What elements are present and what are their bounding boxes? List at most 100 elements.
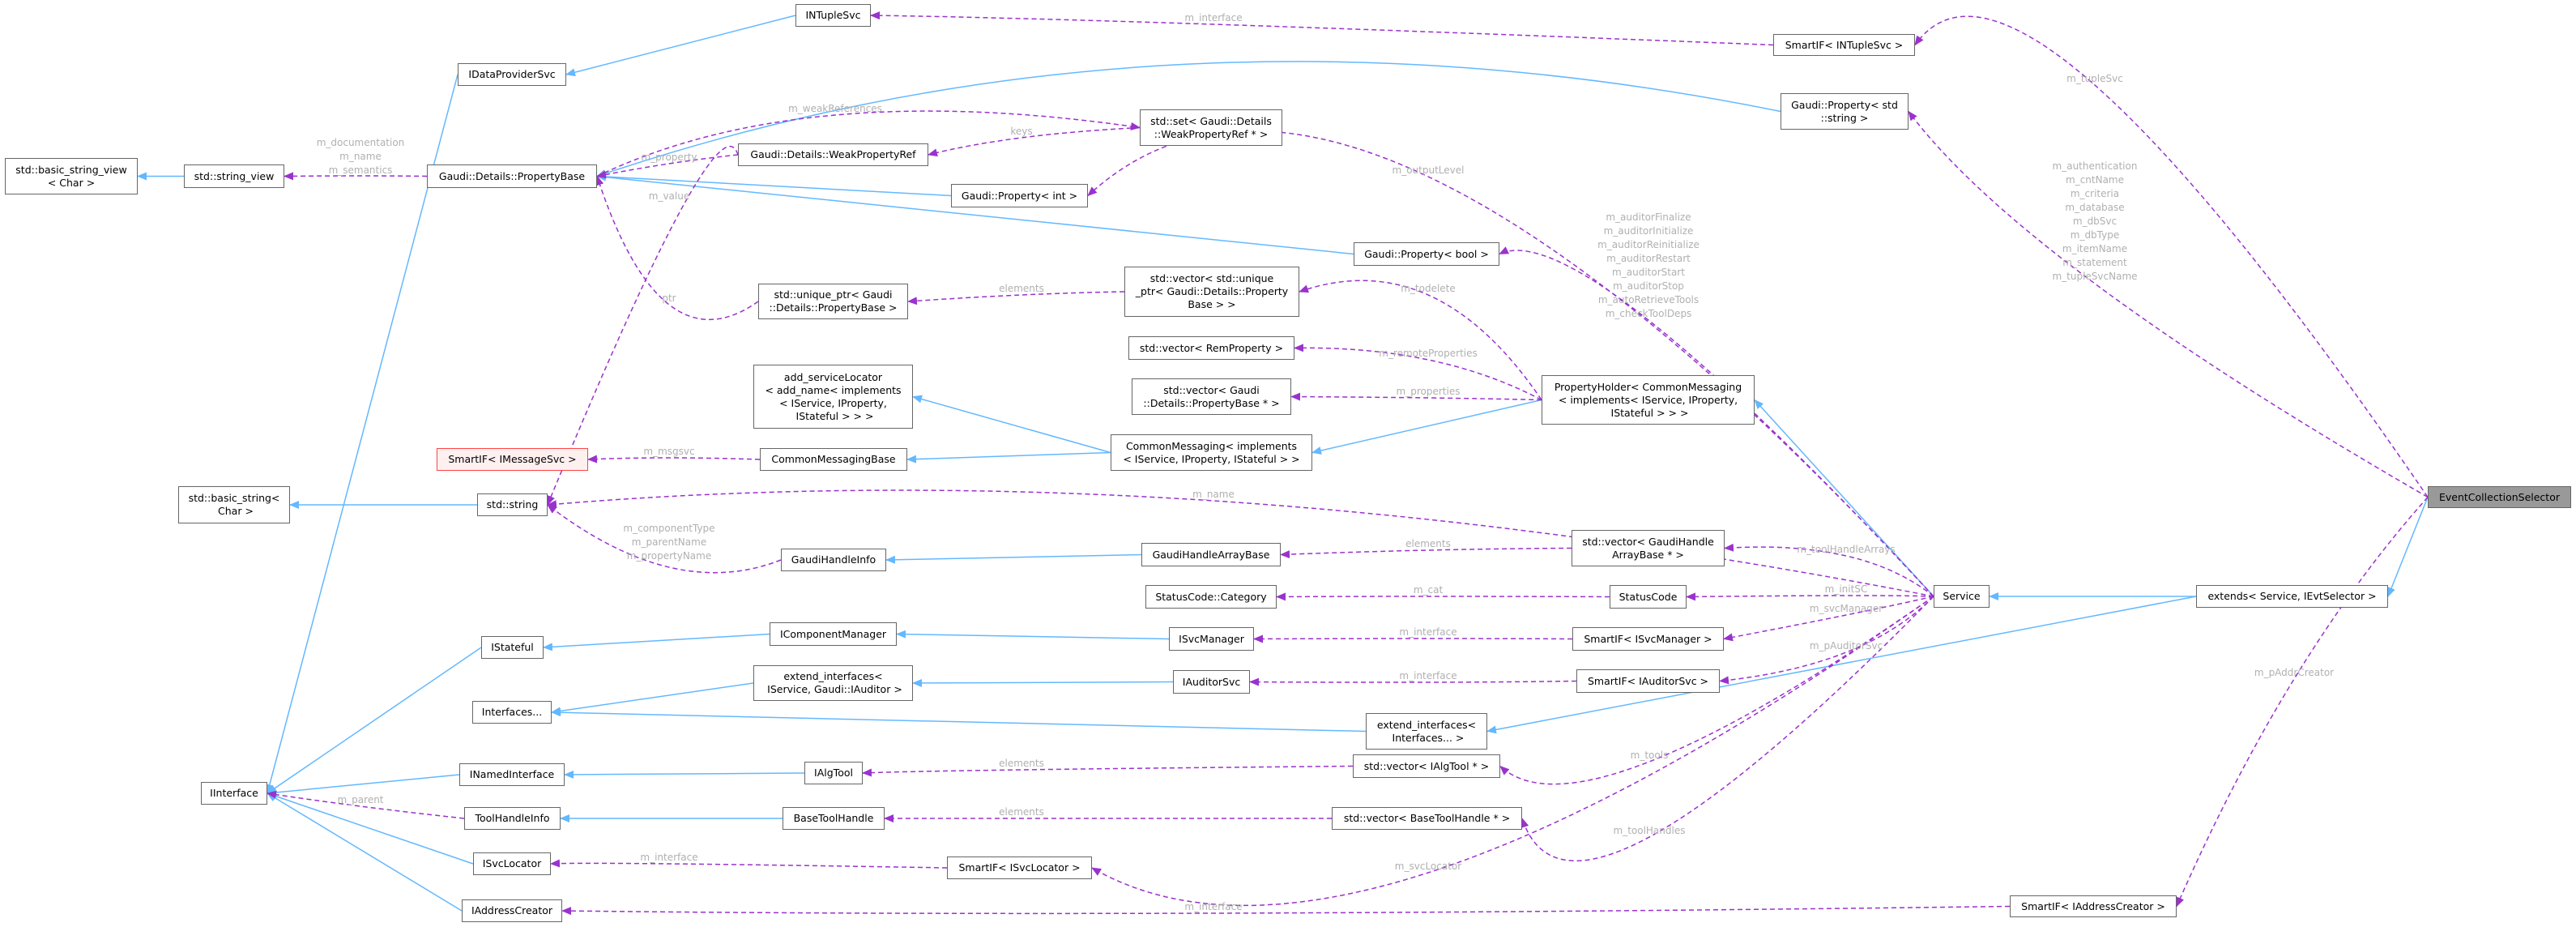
class-node-service[interactable]: Service xyxy=(1934,585,1990,608)
usage-edge xyxy=(561,905,2011,916)
class-node-istateful[interactable]: IStateful xyxy=(481,636,544,659)
class-node-label: ::string > xyxy=(1820,111,1869,124)
edge-label: ptr xyxy=(662,293,676,304)
usage-edge xyxy=(1091,596,1934,907)
class-node-label: BaseToolHandle xyxy=(793,812,874,824)
class-node-label: SmartIF< IMessageSvc > xyxy=(448,453,577,465)
class-node-commonmessaging-implements-iservice-iproperty-istateful[interactable]: CommonMessaging< implements < IService, I… xyxy=(1111,434,1312,471)
class-node-std-vector-basetoolhandle[interactable]: std::vector< BaseToolHandle * > xyxy=(1332,807,1522,830)
class-node-idataprovidersvc[interactable]: IDataProviderSvc xyxy=(458,63,566,86)
inheritance-edge xyxy=(564,770,805,779)
class-node-std-basic-string-char[interactable]: std::basic_string< Char > xyxy=(178,486,290,523)
class-node-gaudi-details-propertybase[interactable]: Gaudi::Details::PropertyBase xyxy=(427,164,597,188)
inheritance-edge xyxy=(885,553,1142,564)
inheritance-edge xyxy=(265,74,458,794)
class-node-isvclocator[interactable]: ISvcLocator xyxy=(473,852,551,875)
class-node-label: < add_name< implements xyxy=(765,383,902,396)
class-node-smartif-intuplesvc[interactable]: SmartIF< INTupleSvc > xyxy=(1773,34,1915,56)
edge-label: m_dbSvc xyxy=(2073,216,2117,227)
edge-label: m_initSC xyxy=(1825,583,1868,595)
class-node-label: StatusCode::Category xyxy=(1155,590,1267,603)
class-node-label: ISvcLocator xyxy=(482,857,542,869)
edge-label: m_toolHandles xyxy=(1614,825,1686,836)
class-node-label: StatusCode xyxy=(1619,590,1678,603)
class-node-label: IStateful xyxy=(491,641,534,653)
class-node-std-string[interactable]: std::string xyxy=(477,493,548,516)
edge-label: m_database xyxy=(2065,202,2124,213)
class-node-statuscode[interactable]: StatusCode xyxy=(1610,585,1687,609)
class-node-extends-service-ievtselector[interactable]: extends< Service, IEvtSelector > xyxy=(2196,585,2388,608)
class-node-std-unique-ptr-gaudi-details-propertybase[interactable]: std::unique_ptr< Gaudi::Details::Propert… xyxy=(758,284,908,319)
class-node-label: < implements< IService, IProperty, xyxy=(1558,393,1738,406)
class-node-std-vector-gaudihandle-arraybase[interactable]: std::vector< GaudiHandle ArrayBase * > xyxy=(1572,530,1725,566)
class-node-label: PropertyHolder< CommonMessaging xyxy=(1554,380,1742,393)
class-node-smartif-isvclocator[interactable]: SmartIF< ISvcLocator > xyxy=(947,857,1092,879)
edge-label: m_auditorStart xyxy=(1612,267,1685,278)
class-node-std-vector-ialgtool[interactable]: std::vector< IAlgTool * > xyxy=(1353,754,1500,778)
edge-label: elements xyxy=(1405,538,1451,549)
inheritance-edge xyxy=(543,633,770,651)
class-node-ialgtool[interactable]: IAlgTool xyxy=(804,762,863,784)
class-node-label: extend_interfaces< xyxy=(1376,718,1477,731)
class-node-commonmessagingbase[interactable]: CommonMessagingBase xyxy=(760,448,907,471)
class-node-std-basic-string-view-char[interactable]: std::basic_string_view < Char > xyxy=(5,158,138,194)
class-node-extend-interfaces-interfaces[interactable]: extend_interfaces< Interfaces... > xyxy=(1366,713,1487,750)
class-node-label: Char > xyxy=(215,505,254,517)
class-node-interfaces[interactable]: Interfaces... xyxy=(472,701,552,724)
class-node-statuscode-category[interactable]: StatusCode::Category xyxy=(1145,585,1277,609)
inheritance-edge xyxy=(551,708,1367,733)
class-node-std-vector-std-unique-ptr-gaudi-details-property-base[interactable]: std::vector< std::unique _ptr< Gaudi::Det… xyxy=(1124,267,1299,317)
class-node-gaudi-details-weakpropertyref[interactable]: Gaudi::Details::WeakPropertyRef xyxy=(738,143,928,166)
class-node-label: extends< Service, IEvtSelector > xyxy=(2207,590,2377,602)
class-node-label: ::Details::PropertyBase > xyxy=(769,301,898,314)
class-node-gaudi-property-bool[interactable]: Gaudi::Property< bool > xyxy=(1354,242,1499,266)
class-node-iauditorsvc[interactable]: IAuditorSvc xyxy=(1173,670,1250,694)
class-node-smartif-imessagesvc[interactable]: SmartIF< IMessageSvc > xyxy=(437,448,588,471)
class-node-label: IStateful > > > xyxy=(1607,406,1689,419)
edge-label: m_msgsvc xyxy=(643,446,694,457)
class-node-smartif-iauditorsvc[interactable]: SmartIF< IAuditorSvc > xyxy=(1576,669,1720,693)
class-node-intuplesvc[interactable]: INTupleSvc xyxy=(795,4,871,27)
class-node-iinterface[interactable]: IInterface xyxy=(201,782,267,805)
class-node-smartif-isvcmanager[interactable]: SmartIF< ISvcManager > xyxy=(1572,627,1724,651)
usage-edge xyxy=(1290,392,1542,401)
class-node-label: std::vector< std::unique xyxy=(1149,272,1274,284)
class-node-basetoolhandle[interactable]: BaseToolHandle xyxy=(783,807,885,830)
class-node-gaudi-property-int[interactable]: Gaudi::Property< int > xyxy=(951,184,1088,207)
class-node-std-vector-gaudi-details-propertybase[interactable]: std::vector< Gaudi::Details::PropertyBas… xyxy=(1132,378,1291,415)
usage-edge xyxy=(1686,592,1934,601)
usage-edge xyxy=(550,859,948,869)
class-node-smartif-iaddresscreator[interactable]: SmartIF< IAddressCreator > xyxy=(2010,895,2177,917)
class-node-iaddresscreator[interactable]: IAddressCreator xyxy=(462,899,562,922)
edge-label: m_weakReferences xyxy=(788,103,882,114)
edge-label: m_interface xyxy=(1399,670,1456,681)
class-node-inamedinterface[interactable]: INamedInterface xyxy=(459,763,565,786)
class-node-icomponentmanager[interactable]: IComponentManager xyxy=(770,622,897,646)
class-node-label: INTupleSvc xyxy=(805,9,861,21)
class-node-label: std::basic_string_view xyxy=(15,163,127,176)
edge-label: m_outputLevel xyxy=(1392,164,1465,176)
edge-label: m_tupleSvc xyxy=(2066,73,2123,84)
class-node-label: extend_interfaces< xyxy=(783,670,883,682)
inheritance-edge xyxy=(912,395,1111,454)
class-node-extend-interfaces-iservice-gaudi-iauditor[interactable]: extend_interfaces< IService, Gaudi::IAud… xyxy=(753,665,913,701)
class-node-label: SmartIF< IAddressCreator > xyxy=(2021,899,2165,912)
edge-label: m_name xyxy=(339,151,382,162)
class-node-std-vector-remproperty[interactable]: std::vector< RemProperty > xyxy=(1128,336,1294,360)
class-node-propertyholder-commonmessaging-implements-iservice-iproperty-istateful[interactable]: PropertyHolder< CommonMessaging < impleme… xyxy=(1542,375,1755,425)
class-node-gaudihandleinfo[interactable]: GaudiHandleInfo xyxy=(781,549,886,571)
class-node-add-servicelocator-add-name-implements-iservice-iproperty-istateful[interactable]: add_serviceLocator < add_name< implements… xyxy=(753,365,913,429)
edge-label: m_auditorInitialize xyxy=(1604,225,1694,237)
class-node-gaudi-property-std-string[interactable]: Gaudi::Property< std::string > xyxy=(1781,93,1909,130)
class-node-isvcmanager[interactable]: ISvcManager xyxy=(1169,627,1254,651)
class-node-label: Interfaces... > xyxy=(1388,731,1465,744)
class-node-std-string-view[interactable]: std::string_view xyxy=(184,164,284,188)
class-node-eventcollectionselector[interactable]: EventCollectionSelector xyxy=(2428,486,2571,508)
class-node-gaudihandlearraybase[interactable]: GaudiHandleArrayBase xyxy=(1141,543,1281,566)
edge-label: m_auditorFinalize xyxy=(1606,211,1691,223)
class-node-std-set-gaudi-details-weakpropertyref[interactable]: std::set< Gaudi::Details::WeakPropertyRe… xyxy=(1140,109,1282,146)
class-node-toolhandleinfo[interactable]: ToolHandleInfo xyxy=(464,807,561,830)
class-node-label: Service xyxy=(1943,590,1981,602)
edge-label: m_semantics xyxy=(329,164,393,176)
